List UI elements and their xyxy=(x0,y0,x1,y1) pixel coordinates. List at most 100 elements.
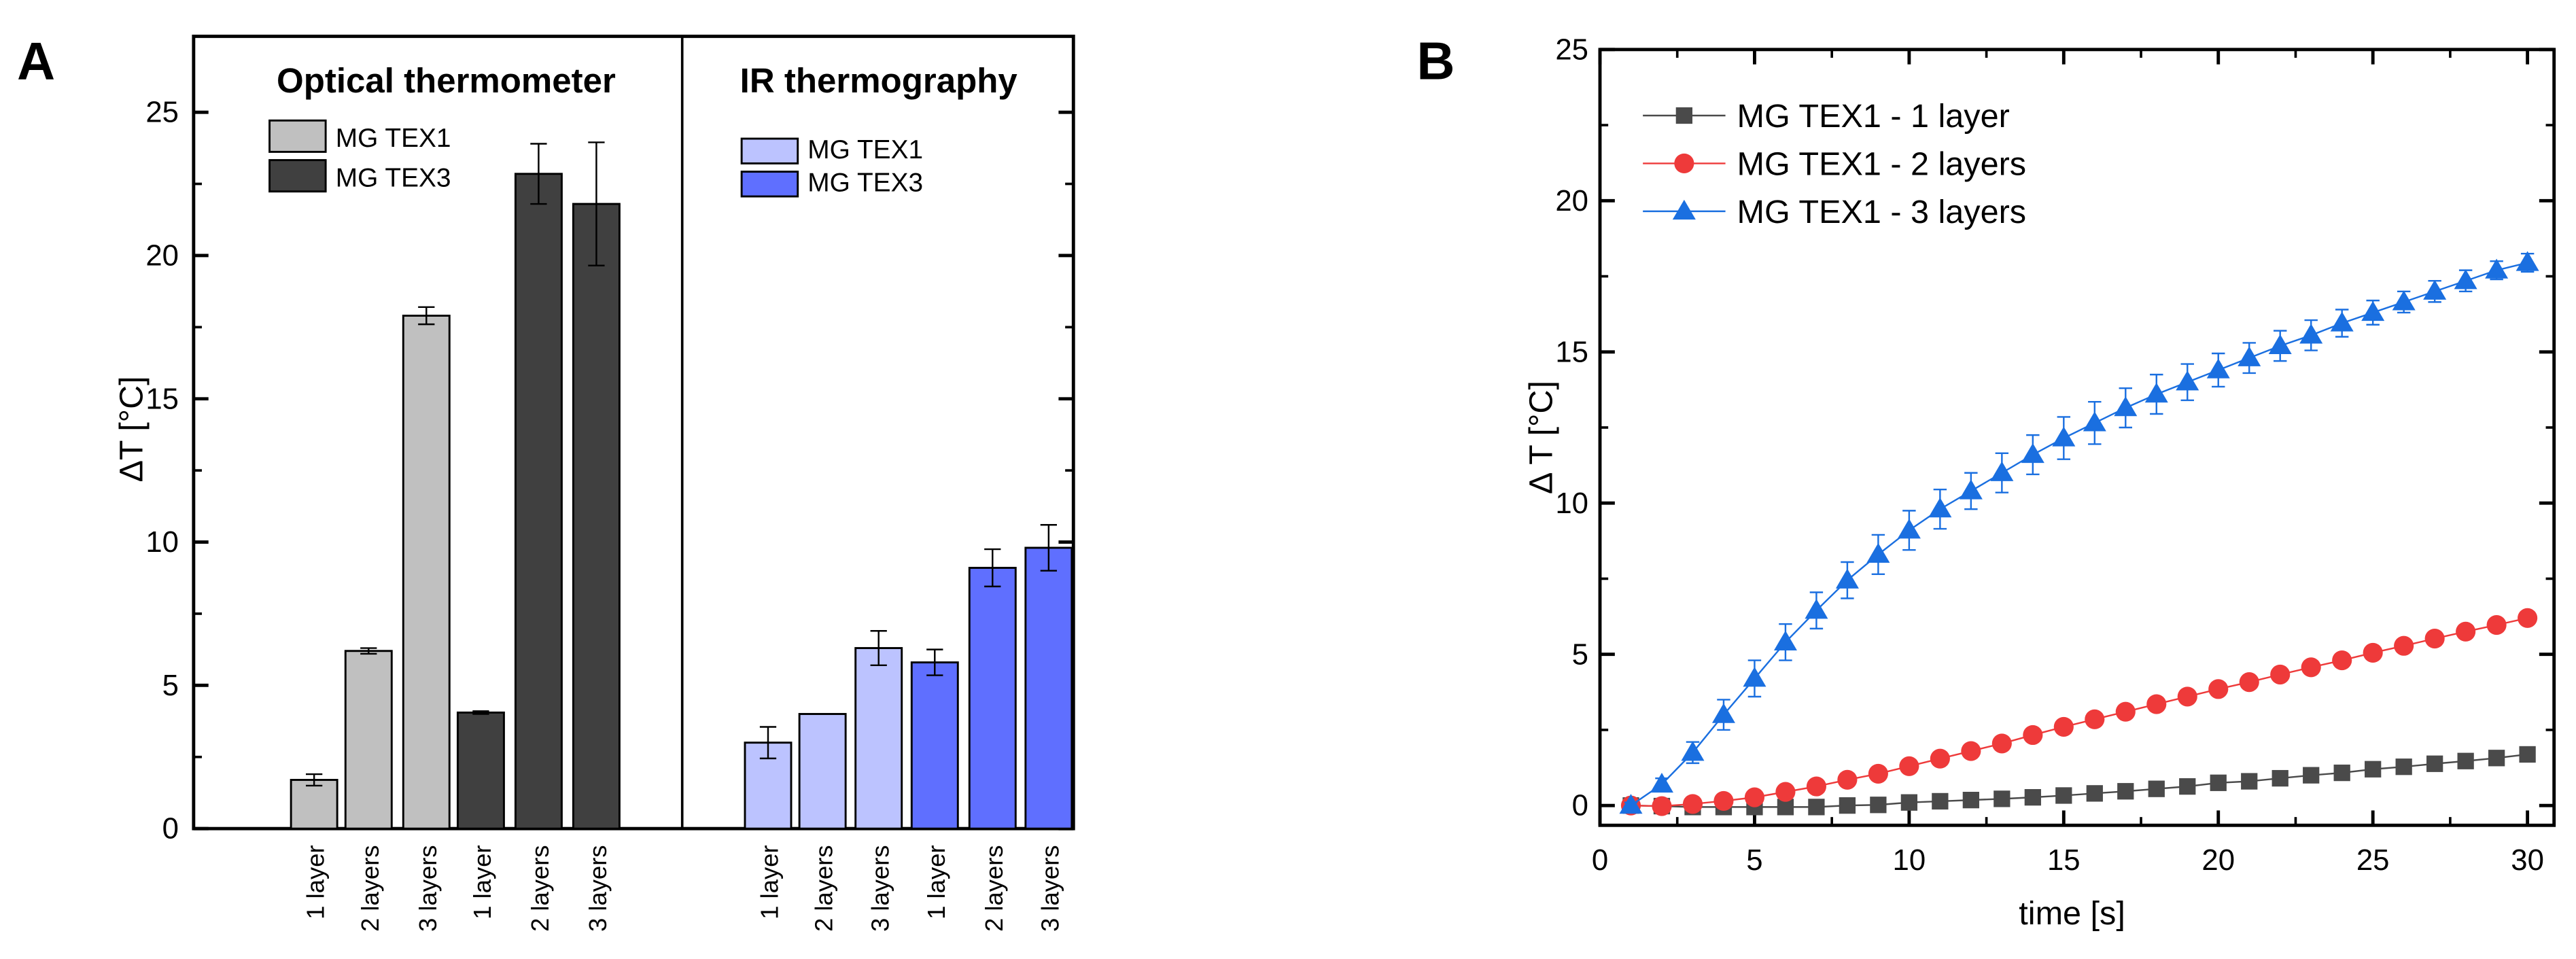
bar xyxy=(290,779,338,830)
plot-frame-b xyxy=(1598,48,2556,827)
panel-label-a: A xyxy=(17,33,55,91)
y-tick-label: 0 xyxy=(1572,789,1588,822)
x-tick-label: 30 xyxy=(2511,843,2544,877)
data-point xyxy=(2488,750,2505,767)
data-point xyxy=(1805,599,1828,619)
bar xyxy=(798,713,847,830)
data-point xyxy=(1897,519,1921,539)
data-point xyxy=(2117,783,2134,800)
series-triangle xyxy=(1619,251,2539,814)
legend-swatch xyxy=(740,171,799,198)
x-tick-label: 1 layer xyxy=(756,845,784,919)
data-point xyxy=(1839,797,1856,814)
data-point xyxy=(2239,672,2259,693)
data-point xyxy=(2210,774,2227,791)
data-point xyxy=(1619,794,1643,814)
group-title-optical: Optical thermometer xyxy=(277,61,616,100)
data-point xyxy=(1681,741,1705,761)
data-point xyxy=(2114,396,2138,417)
data-point xyxy=(1870,797,1887,814)
series-line xyxy=(1631,617,2528,807)
y-tick-label: 20 xyxy=(145,239,179,273)
legend-label: MG TEX1 - 2 layers xyxy=(1737,145,2027,182)
data-point xyxy=(2363,642,2383,663)
data-point xyxy=(1991,733,2012,754)
data-point xyxy=(2457,752,2474,769)
data-point xyxy=(2268,334,2292,355)
legend-marker xyxy=(1675,107,1692,124)
data-point xyxy=(2394,635,2414,656)
data-point xyxy=(1900,794,1918,811)
data-point xyxy=(1899,756,1919,776)
data-point xyxy=(1930,748,1950,769)
data-point xyxy=(1711,703,1735,723)
data-point xyxy=(2148,780,2165,797)
data-point xyxy=(1806,776,1826,797)
data-point xyxy=(1961,741,1981,761)
data-point xyxy=(1808,799,1825,816)
series-line xyxy=(1630,262,2528,807)
data-point xyxy=(2272,769,2288,787)
x-tick-label: 1 layer xyxy=(468,845,496,919)
x-tick-label: 5 xyxy=(1746,843,1762,877)
x-tick-label: 2 layers xyxy=(526,845,554,931)
data-point xyxy=(2208,679,2229,699)
bar xyxy=(854,647,903,830)
data-point xyxy=(2179,778,2196,795)
bar xyxy=(514,173,563,830)
data-point xyxy=(1775,782,1796,802)
y-tick-label: 15 xyxy=(145,382,179,415)
data-point xyxy=(2518,608,2538,628)
data-point xyxy=(2332,650,2352,671)
bar xyxy=(1024,546,1073,830)
data-point xyxy=(2241,773,2258,790)
x-tick-label: 10 xyxy=(1893,843,1926,877)
y-tick-label: 5 xyxy=(1572,638,1588,671)
data-point xyxy=(2052,426,2076,447)
legend-label: MG TEX1 - 3 layers xyxy=(1737,194,2027,230)
bar xyxy=(402,315,451,830)
data-point xyxy=(1928,498,1952,518)
x-tick-label: 1 layer xyxy=(302,845,330,919)
data-point xyxy=(1959,479,1983,500)
data-point xyxy=(2454,269,2477,290)
data-point xyxy=(1743,667,1766,687)
data-point xyxy=(2270,664,2291,685)
bar xyxy=(968,567,1017,830)
data-point xyxy=(1866,542,1890,563)
plot-frame-a xyxy=(192,35,1075,831)
y-tick-label: 25 xyxy=(145,96,179,129)
data-point xyxy=(2021,443,2044,464)
group-title-ir: IR thermography xyxy=(740,61,1018,100)
legend-marker xyxy=(1674,153,1694,173)
data-point xyxy=(1835,568,1859,589)
data-point xyxy=(1990,461,2014,481)
data-point xyxy=(2206,358,2230,379)
data-point xyxy=(2392,290,2416,311)
legend-swatch xyxy=(268,119,327,153)
x-tick-label: 3 layers xyxy=(866,845,894,931)
data-point xyxy=(1713,790,1734,812)
data-point xyxy=(2024,788,2041,806)
data-point xyxy=(2486,614,2507,635)
data-point xyxy=(2023,725,2043,746)
data-point xyxy=(1837,769,1858,790)
x-tick-label: 25 xyxy=(2356,843,2390,877)
data-point xyxy=(2238,346,2261,366)
data-point xyxy=(2177,686,2197,707)
data-point xyxy=(1773,630,1797,651)
data-point xyxy=(2115,701,2136,722)
data-point xyxy=(2423,279,2447,300)
panel-a: A Optical thermometer IR thermography ΔT… xyxy=(17,33,1075,932)
legend-label: MG TEX3 xyxy=(807,169,923,198)
data-point xyxy=(2485,258,2509,279)
data-point xyxy=(1962,791,1979,809)
data-point xyxy=(2083,411,2106,432)
x-tick-label: 2 layers xyxy=(980,845,1008,931)
y-tick-label: 5 xyxy=(162,669,179,702)
y-tick-label: 0 xyxy=(162,812,179,845)
data-point xyxy=(2516,251,2539,271)
x-tick-label: 3 layers xyxy=(1036,845,1064,931)
data-point xyxy=(2301,657,2321,678)
data-point xyxy=(2144,383,2168,403)
